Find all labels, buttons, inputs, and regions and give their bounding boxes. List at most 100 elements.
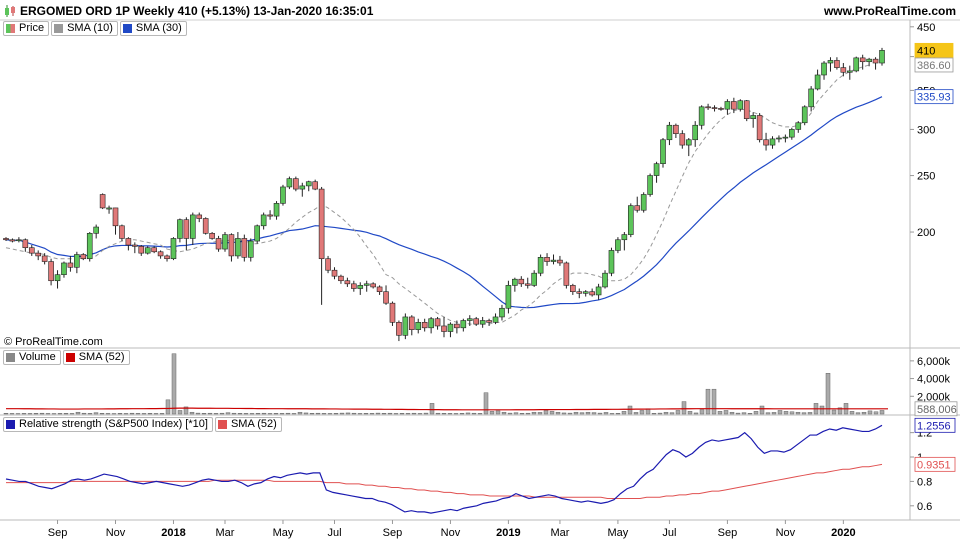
price-candle — [615, 239, 621, 251]
price-candle — [16, 239, 22, 242]
legend-sma30[interactable]: SMA (30) — [119, 21, 187, 36]
price-candle — [196, 214, 203, 219]
sma10-swatch-icon — [54, 24, 64, 33]
price-candle — [222, 234, 228, 250]
price-candle — [376, 286, 383, 293]
price-candle — [363, 283, 370, 286]
price-candle — [318, 188, 325, 260]
volume-bar — [705, 388, 711, 415]
volume-bar — [507, 412, 513, 415]
volume-bar — [531, 411, 537, 415]
volume-sma-line — [6, 407, 888, 411]
volume-tick-label: 2,000k — [917, 391, 951, 403]
site-url[interactable]: www.ProRealTime.com — [823, 4, 956, 18]
volume-bar — [849, 411, 855, 415]
volume-bar — [171, 353, 177, 415]
legend-volume-sma[interactable]: SMA (52) — [62, 350, 130, 365]
x-tick-label: Mar — [550, 527, 569, 539]
volume-bar — [213, 413, 219, 415]
price-candle — [718, 108, 724, 110]
volume-bar — [453, 413, 459, 415]
volume-bar — [561, 412, 567, 415]
volume-bar — [717, 411, 723, 415]
volume-bar — [651, 413, 657, 415]
price-candle — [473, 318, 480, 325]
volume-bar — [243, 413, 249, 415]
price-candle — [428, 318, 434, 329]
price-candle — [627, 205, 634, 235]
volume-bar — [387, 412, 393, 415]
volume-bar — [441, 413, 447, 415]
last-price-label-box — [914, 42, 954, 58]
volume-bar — [39, 412, 45, 415]
price-candle — [731, 101, 737, 110]
price-candle — [621, 234, 628, 241]
volume-bar — [201, 413, 207, 415]
sma10-line — [5, 64, 870, 325]
volume-bar — [465, 412, 471, 415]
volume-bar — [777, 410, 783, 415]
volume-bar — [609, 413, 615, 415]
volume-bar — [9, 413, 15, 415]
legend-sma10[interactable]: SMA (10) — [51, 21, 118, 36]
legend-rs[interactable]: Relative strength (S&P500 Index) [*10] — [3, 417, 213, 432]
volume-bar — [879, 410, 885, 415]
price-candle — [685, 139, 692, 146]
volume-bar — [477, 413, 483, 415]
price-candle — [351, 283, 357, 289]
volume-bar — [69, 413, 75, 415]
legend-price[interactable]: Price — [3, 21, 50, 36]
rs-legend: Relative strength (S&P500 Index) [*10] S… — [3, 417, 282, 432]
price-candle — [9, 239, 16, 242]
volume-bar — [249, 413, 255, 415]
volume-bar — [537, 412, 543, 415]
price-candle — [28, 247, 35, 254]
rs-tick-label: 0.8 — [917, 476, 932, 488]
volume-bar — [483, 392, 489, 415]
legend-volume[interactable]: Volume — [3, 350, 61, 365]
price-candle — [801, 106, 808, 124]
price-candle — [164, 255, 170, 260]
volume-bar — [423, 412, 429, 415]
price-candle — [550, 259, 557, 262]
price-candle — [853, 57, 860, 72]
volume-bar — [867, 410, 873, 415]
volume-bar — [585, 411, 591, 415]
price-candle — [544, 257, 550, 262]
price-candle — [840, 67, 847, 73]
volume-bar — [81, 412, 87, 415]
volume-bar — [297, 411, 303, 415]
volume-bar — [93, 412, 99, 415]
volume-bar — [471, 412, 477, 415]
price-candle — [421, 322, 428, 329]
volume-bar — [159, 413, 165, 415]
volume-bar — [333, 413, 339, 415]
price-candle — [370, 283, 376, 288]
price-candle — [344, 280, 351, 285]
volume-legend: Volume SMA (52) — [3, 350, 130, 365]
legend-rs-sma[interactable]: SMA (52) — [214, 417, 282, 432]
volume-bar — [519, 413, 525, 415]
x-tick-label: Nov — [776, 527, 796, 539]
price-candle — [795, 122, 802, 130]
volume-bar — [369, 413, 375, 415]
rs-value-label-box — [914, 417, 956, 433]
price-candle — [273, 203, 280, 217]
volume-bar — [45, 413, 51, 415]
x-tick-label: May — [608, 527, 629, 539]
volume-bar — [63, 413, 69, 415]
price-candle — [247, 240, 254, 258]
price-candle — [138, 246, 145, 254]
volume-bar — [789, 411, 795, 415]
volume-bar — [747, 413, 753, 415]
volume-bar — [237, 413, 243, 415]
volume-bar — [123, 413, 129, 415]
sma30-value-label-box — [914, 89, 954, 105]
volume-bar — [99, 413, 105, 415]
price-candle — [499, 307, 505, 318]
volume-bar — [603, 412, 609, 415]
price-candle — [846, 70, 853, 73]
volume-bar — [207, 412, 213, 415]
